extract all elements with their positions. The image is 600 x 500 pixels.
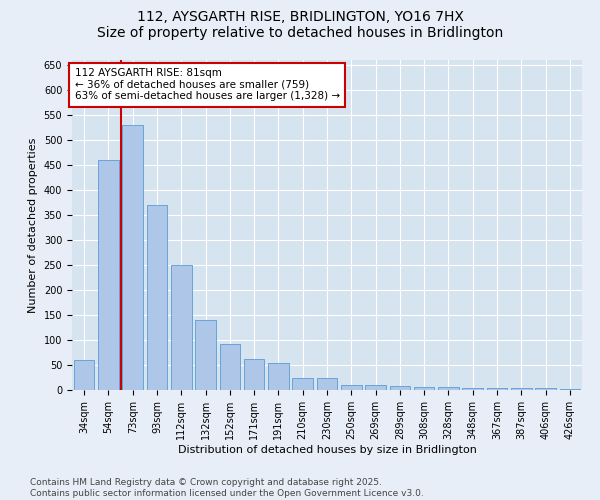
Bar: [268, 362, 289, 390]
Bar: [317, 378, 337, 390]
Bar: [463, 388, 483, 390]
Text: 112, AYSGARTH RISE, BRIDLINGTON, YO16 7HX
Size of property relative to detached : 112, AYSGARTH RISE, BRIDLINGTON, YO16 7H…: [97, 10, 503, 40]
Bar: [98, 160, 119, 390]
Bar: [146, 205, 167, 390]
Bar: [195, 320, 216, 390]
Bar: [438, 386, 459, 390]
Bar: [414, 386, 434, 390]
Bar: [171, 265, 191, 390]
Y-axis label: Number of detached properties: Number of detached properties: [28, 138, 38, 312]
Text: Contains HM Land Registry data © Crown copyright and database right 2025.
Contai: Contains HM Land Registry data © Crown c…: [30, 478, 424, 498]
Bar: [292, 378, 313, 390]
Bar: [220, 344, 240, 390]
X-axis label: Distribution of detached houses by size in Bridlington: Distribution of detached houses by size …: [178, 444, 476, 454]
Bar: [389, 386, 410, 390]
Bar: [122, 125, 143, 390]
Bar: [341, 385, 362, 390]
Text: 112 AYSGARTH RISE: 81sqm
← 36% of detached houses are smaller (759)
63% of semi-: 112 AYSGARTH RISE: 81sqm ← 36% of detach…: [74, 68, 340, 102]
Bar: [244, 359, 265, 390]
Bar: [511, 388, 532, 390]
Bar: [74, 360, 94, 390]
Bar: [535, 388, 556, 390]
Bar: [365, 385, 386, 390]
Bar: [487, 388, 508, 390]
Bar: [560, 388, 580, 390]
